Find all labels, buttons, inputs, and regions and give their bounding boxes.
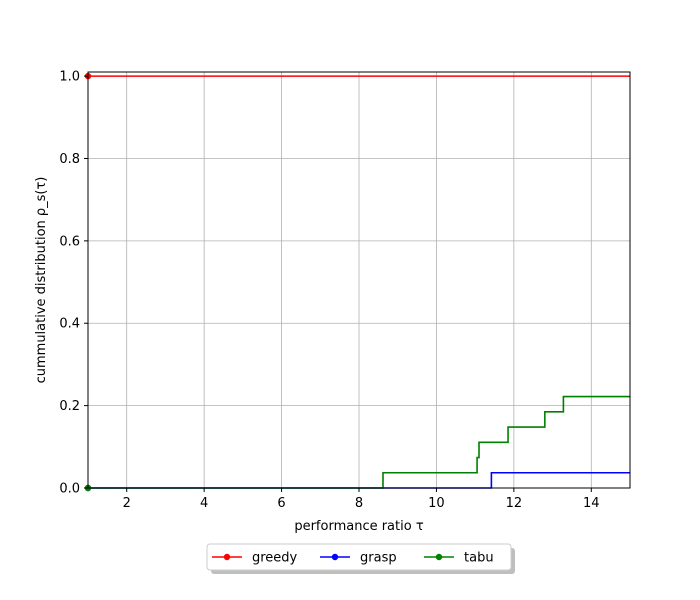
legend-label-greedy: greedy bbox=[252, 551, 298, 566]
x-tick-label: 4 bbox=[200, 496, 208, 511]
y-tick-label: 0.4 bbox=[59, 317, 80, 332]
legend-box bbox=[206, 543, 512, 571]
legend-label-grasp: grasp bbox=[360, 551, 397, 566]
x-tick-label: 10 bbox=[428, 496, 445, 511]
x-tick-label: 8 bbox=[355, 496, 363, 511]
series-line-tabu bbox=[88, 395, 630, 489]
grid bbox=[88, 72, 630, 489]
x-tick-label: 14 bbox=[583, 496, 600, 511]
legend-marker-greedy bbox=[223, 553, 231, 561]
legend-label-tabu: tabu bbox=[464, 551, 494, 566]
y-tick-label: 0.0 bbox=[59, 482, 80, 497]
legend-marker-tabu bbox=[435, 553, 443, 561]
y-tick-label: 0.2 bbox=[59, 399, 80, 414]
x-axis-label: performance ratio τ bbox=[294, 519, 423, 534]
x-tick-label: 12 bbox=[506, 496, 523, 511]
legend-items: greedy grasp tabu bbox=[212, 551, 494, 566]
y-tick-label: 0.8 bbox=[59, 152, 80, 167]
series-lines bbox=[84, 72, 630, 492]
legend: greedy grasp tabu bbox=[206, 543, 515, 574]
axis-ticks: 2 4 6 8 10 12 14 0.0 0.2 0.4 0.6 0.8 1.0 bbox=[59, 70, 599, 511]
y-tick-label: 1.0 bbox=[59, 70, 80, 85]
y-tick-label: 0.6 bbox=[59, 234, 80, 249]
y-axis-label: cummulative distribution ρ_s(τ) bbox=[34, 177, 49, 384]
x-tick-label: 6 bbox=[277, 496, 285, 511]
legend-marker-grasp bbox=[331, 553, 339, 561]
x-tick-label: 2 bbox=[123, 496, 131, 511]
